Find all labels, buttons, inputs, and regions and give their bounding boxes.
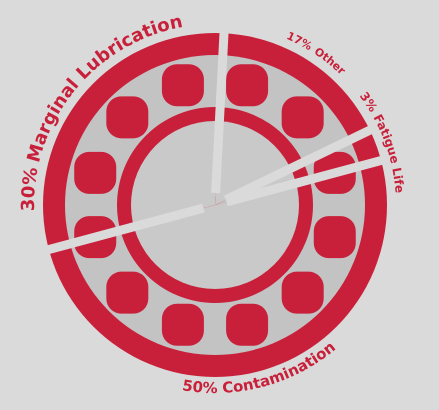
slice-gap bbox=[225, 154, 389, 207]
ball bbox=[281, 96, 324, 139]
ball bbox=[313, 216, 356, 259]
ball bbox=[106, 96, 149, 139]
ball bbox=[161, 64, 204, 107]
ball bbox=[106, 271, 149, 314]
slice-gap bbox=[211, 27, 229, 194]
slice-gap bbox=[223, 123, 378, 204]
ball bbox=[281, 271, 324, 314]
value-label: 30% bbox=[18, 166, 42, 211]
ball bbox=[226, 303, 269, 346]
value-label: 50% bbox=[181, 376, 218, 397]
ball bbox=[74, 151, 117, 194]
inner-race-face bbox=[215, 121, 299, 206]
ball bbox=[226, 64, 269, 107]
ball bbox=[161, 303, 204, 346]
slice-gap bbox=[41, 203, 205, 256]
